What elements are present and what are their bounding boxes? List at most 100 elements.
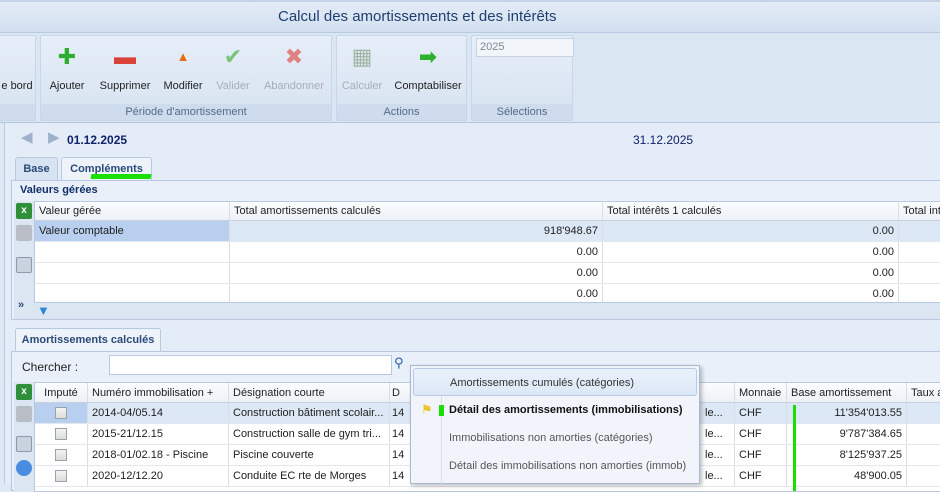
supprimer-button[interactable]: ▬ Supprimer — [95, 44, 155, 92]
search-label: Chercher : — [22, 360, 79, 374]
comptabiliser-button[interactable]: ➡ Comptabiliser — [391, 44, 465, 92]
grid-toolbar: x » — [14, 201, 34, 319]
valeur-cell — [35, 284, 230, 302]
tab-base[interactable]: Base — [15, 157, 58, 181]
flag-icon: ⚑ — [421, 402, 433, 417]
layout-icon[interactable] — [16, 257, 32, 273]
search-icon[interactable]: ⚲ — [394, 355, 404, 370]
ribbon-group-selections: 2025 Sélections — [471, 35, 574, 121]
button-label: Abandonner — [264, 80, 324, 92]
filter-row: ▼ — [34, 303, 940, 319]
button-label: Modifier — [163, 80, 203, 92]
dashboard-label: e bord — [1, 80, 33, 92]
modifier-button[interactable]: ▲ Modifier — [159, 44, 207, 92]
column-header[interactable]: Désignation courte — [229, 383, 390, 402]
column-header[interactable]: Valeur gérée — [35, 202, 230, 220]
monnaie-cell: CHF — [735, 424, 787, 444]
int1-cell: 0.00 — [603, 284, 899, 302]
hidden-column-header — [412, 383, 735, 402]
column-header[interactable]: Total intérêts 1 calculés — [603, 202, 899, 220]
button-label: Valider — [216, 80, 250, 92]
column-header[interactable]: Total amortissements calculés — [230, 202, 603, 220]
int1-cell: 0.00 — [603, 263, 899, 283]
amort-cell: 0.00 — [230, 263, 603, 283]
expand-icon[interactable]: » — [18, 299, 25, 311]
chart-icon[interactable] — [16, 460, 32, 476]
monnaie-cell: CHF — [735, 445, 787, 465]
column-header[interactable]: Imputé — [35, 383, 88, 402]
excel-export-icon[interactable]: x — [16, 203, 32, 219]
valider-button[interactable]: ✔ Valider — [213, 44, 253, 92]
imputed-checkbox[interactable] — [55, 470, 67, 482]
ribbon-group-actions: ▦ Calculer ➡ Comptabiliser Actions — [336, 35, 467, 121]
highlight-mark — [793, 405, 796, 491]
base-cell: 9'787'384.65 — [787, 424, 907, 444]
numero-cell: 2020-12/12.20 — [88, 466, 229, 486]
menu-item-amortissements-cumules[interactable]: Amortissements cumulés (catégories) — [413, 368, 697, 396]
imputed-checkbox[interactable] — [55, 407, 67, 419]
menu-item-immobilisations-non-amorties[interactable]: Immobilisations non amorties (catégories… — [449, 432, 653, 444]
menu-item-detail-amortissements[interactable]: ⚑ Détail des amortissements (immobilisat… — [411, 396, 699, 424]
highlight-mark — [439, 405, 444, 416]
column-header[interactable]: Taux amo — [907, 383, 940, 402]
imputed-checkbox[interactable] — [55, 449, 67, 461]
next-period-icon[interactable]: ▶ — [48, 129, 60, 146]
print-icon[interactable] — [16, 225, 32, 241]
layout-icon[interactable] — [16, 436, 32, 452]
button-label: Ajouter — [49, 80, 85, 92]
period-end: 31.12.2025 — [633, 133, 694, 147]
column-header[interactable]: Numéro immobilisation + — [88, 383, 229, 402]
designation-cell: Construction salle de gym tri... — [229, 424, 390, 444]
tab-amortissements-calcules[interactable]: Amortissements calculés — [15, 328, 161, 352]
menu-item-detail-non-amorties[interactable]: Détail des immobilisations non amorties … — [449, 460, 687, 472]
grid-toolbar: x — [14, 382, 34, 492]
column-header[interactable]: Total int — [899, 202, 940, 220]
filter-icon[interactable]: ▼ — [37, 303, 50, 318]
check-icon: ✔ — [223, 44, 243, 69]
calculer-button[interactable]: ▦ Calculer — [339, 44, 385, 92]
monnaie-cell: CHF — [735, 403, 787, 423]
print-icon[interactable] — [16, 406, 32, 422]
abandonner-button[interactable]: ✖ Abandonner — [261, 44, 327, 92]
column-header[interactable]: Base amortissement — [787, 383, 907, 402]
numero-cell: 2015-21/12.15 — [88, 424, 229, 444]
table-row[interactable]: 0.00 0.00 — [35, 284, 940, 302]
monnaie-cell: CHF — [735, 466, 787, 486]
ajouter-button[interactable]: ✚ Ajouter — [45, 44, 89, 92]
amort-cell: 0.00 — [230, 284, 603, 302]
table-row[interactable]: 0.00 0.00 — [35, 263, 940, 284]
valeur-cell — [35, 242, 230, 262]
base-cell: 48'900.05 — [787, 466, 907, 486]
x-icon: ✖ — [284, 44, 304, 69]
year-field[interactable]: 2025 — [476, 38, 574, 57]
dashboard-button[interactable]: e bord — [0, 44, 37, 92]
base-cell: 11'354'013.55 — [787, 403, 907, 423]
imputed-checkbox[interactable] — [55, 428, 67, 440]
valeurs-grid: Valeur gérée Total amortissements calcul… — [34, 201, 940, 303]
group-label: Période d'amortissement — [41, 104, 331, 120]
truncated-cell: le... — [703, 466, 735, 486]
search-input[interactable] — [109, 355, 392, 375]
truncated-cell: le... — [703, 445, 735, 465]
title-bar: Calcul des amortissements et des intérêt… — [0, 0, 940, 33]
plus-icon: ✚ — [57, 44, 77, 69]
truncated-cell: le... — [703, 403, 735, 423]
button-label: Supprimer — [99, 80, 151, 92]
table-row[interactable]: Valeur comptable 918'948.67 0.00 — [35, 221, 940, 242]
valeurs-panel: Valeurs gérées x » Valeur gérée Total am… — [11, 180, 940, 320]
button-label: Calculer — [341, 80, 383, 92]
column-header[interactable]: D — [390, 383, 412, 402]
highlight-mark — [90, 174, 152, 179]
button-label: Comptabiliser — [394, 80, 462, 92]
column-header[interactable]: Monnaie — [735, 383, 787, 402]
minus-icon: ▬ — [114, 44, 136, 69]
period-start: 01.12.2025 — [67, 133, 128, 147]
previous-period-icon[interactable]: ◀ — [21, 129, 33, 146]
amort-cell: 0.00 — [230, 242, 603, 262]
valeur-cell — [35, 263, 230, 283]
table-row[interactable]: 0.00 0.00 — [35, 242, 940, 263]
calculator-icon: ▦ — [351, 44, 373, 69]
panel-title: Valeurs gérées — [20, 184, 98, 196]
window-title: Calcul des amortissements et des intérêt… — [278, 8, 557, 25]
excel-export-icon[interactable]: x — [16, 384, 32, 400]
